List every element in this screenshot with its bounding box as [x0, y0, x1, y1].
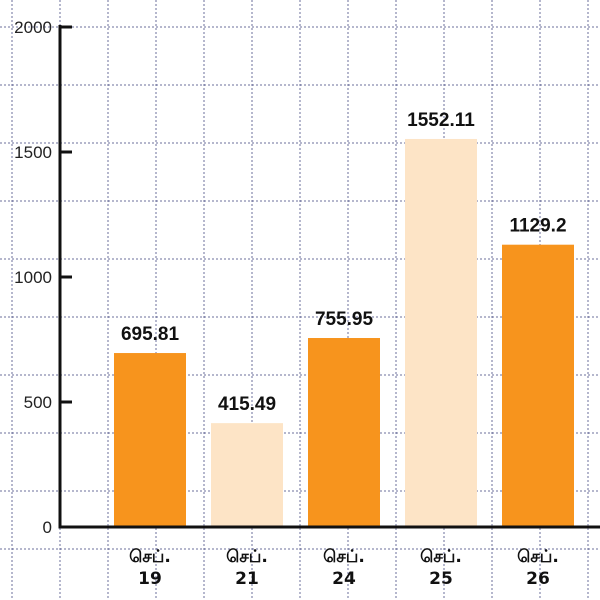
data-label: 1129.2: [509, 216, 566, 237]
bar: [502, 245, 574, 527]
bar: [405, 139, 477, 527]
category-label: 26: [526, 569, 550, 589]
category-label: செப்.: [226, 547, 268, 567]
category-labels: செப்.19செப்.21செப்.24செப்.25செப்.26: [129, 547, 559, 589]
bar: [211, 423, 283, 527]
data-label: 755.95: [315, 309, 374, 330]
category-label: செப்.: [420, 547, 462, 567]
category-label: செப்.: [129, 547, 171, 567]
y-tick-label: 1000: [14, 268, 52, 287]
data-label: 415.49: [218, 394, 276, 415]
y-tick-label: 0: [43, 518, 52, 537]
y-tick-label: 2000: [14, 18, 52, 37]
data-label: 1552.11: [407, 110, 475, 131]
data-label: 695.81: [121, 324, 180, 345]
bar: [114, 353, 186, 527]
category-label: 24: [332, 569, 356, 589]
category-label: 21: [235, 569, 259, 589]
category-label: செப்.: [517, 547, 559, 567]
bars: [114, 139, 574, 527]
category-label: 19: [138, 569, 162, 589]
y-tick-label: 1500: [14, 143, 52, 162]
category-label: 25: [429, 569, 453, 589]
y-axis-ticks: 0 500 1000 1500 2000: [14, 18, 72, 537]
y-tick-label: 500: [24, 393, 52, 412]
category-label: செப்.: [323, 547, 365, 567]
bar: [308, 338, 380, 527]
